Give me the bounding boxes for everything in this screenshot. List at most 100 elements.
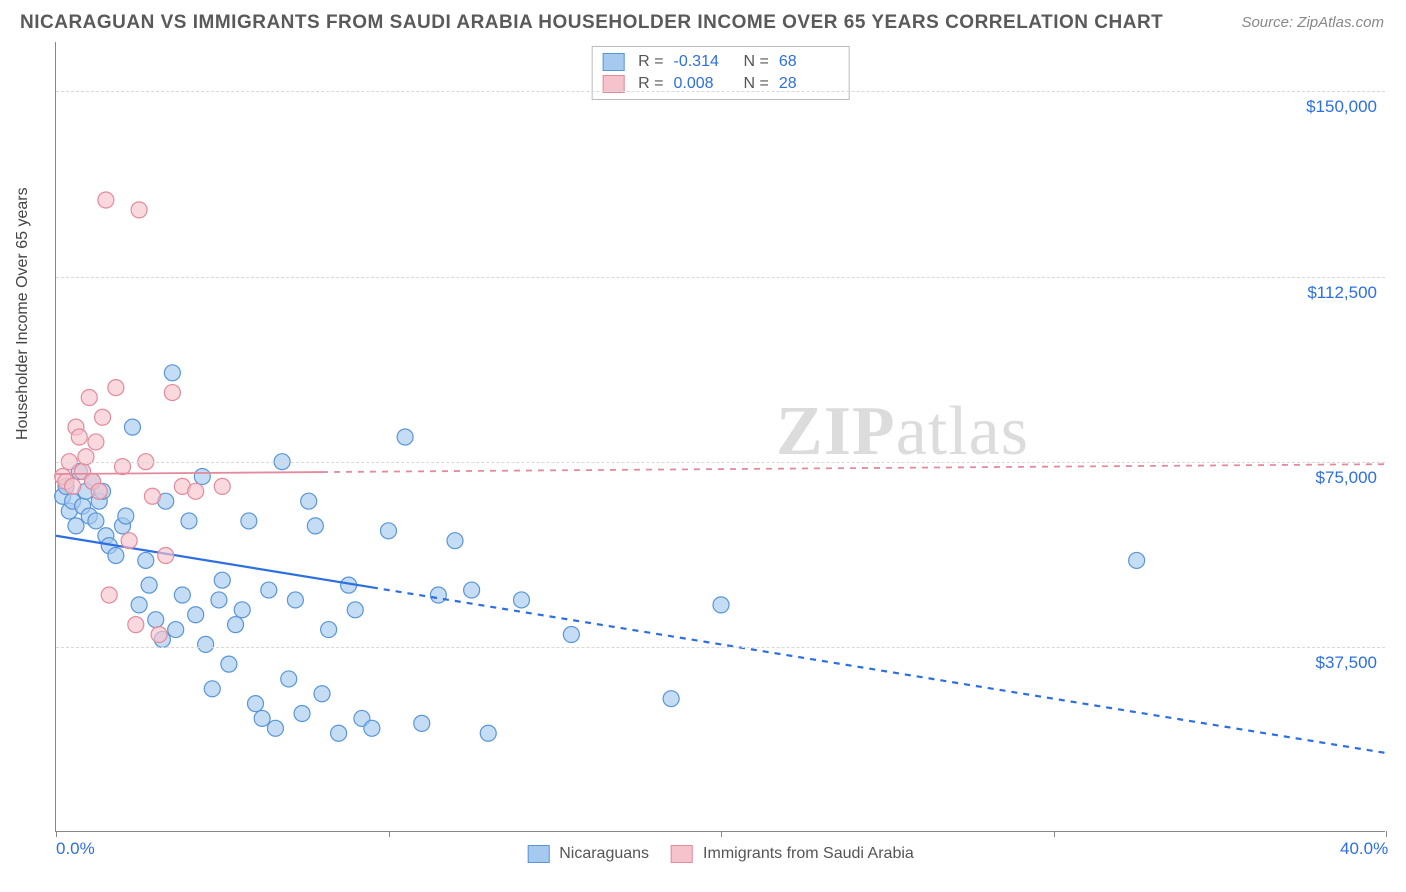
data-point [221, 656, 237, 672]
gridline [56, 462, 1385, 463]
data-point [1129, 552, 1145, 568]
data-point [194, 469, 210, 485]
source-attribution: Source: ZipAtlas.com [1241, 14, 1384, 31]
data-point [321, 622, 337, 638]
data-point [108, 548, 124, 564]
data-point [81, 390, 97, 406]
data-point [234, 602, 250, 618]
x-tick-label: 0.0% [56, 839, 95, 859]
y-tick-label: $112,500 [1307, 283, 1377, 303]
y-axis-label: Householder Income Over 65 years [14, 187, 32, 440]
data-point [287, 592, 303, 608]
data-point [301, 493, 317, 509]
y-tick-label: $75,000 [1316, 468, 1377, 488]
data-point [65, 478, 81, 494]
x-tick-mark [389, 831, 390, 837]
y-tick-label: $37,500 [1316, 653, 1377, 673]
data-point [144, 488, 160, 504]
scatter-svg [56, 42, 1385, 831]
data-point [204, 681, 220, 697]
data-point [141, 577, 157, 593]
legend-r-label: R = [638, 53, 663, 71]
legend-swatch [602, 53, 624, 71]
series-legend-item: Nicaraguans [527, 845, 649, 863]
x-tick-mark [1386, 831, 1387, 837]
data-point [281, 671, 297, 687]
data-point [447, 533, 463, 549]
data-point [397, 429, 413, 445]
data-point [480, 725, 496, 741]
y-tick-label: $150,000 [1306, 97, 1377, 117]
data-point [98, 192, 114, 208]
data-point [138, 552, 154, 568]
data-point [294, 706, 310, 722]
data-point [95, 409, 111, 425]
data-point [71, 429, 87, 445]
data-point [128, 617, 144, 633]
x-tick-mark [1054, 831, 1055, 837]
plot-area: ZIPatlas R =-0.314N =68R =0.008N =28 Nic… [55, 42, 1385, 832]
data-point [68, 518, 84, 534]
data-point [331, 725, 347, 741]
data-point [414, 715, 430, 731]
data-point [121, 533, 137, 549]
series-legend-label: Nicaraguans [559, 845, 649, 863]
data-point [364, 720, 380, 736]
data-point [663, 691, 679, 707]
x-tick-mark [56, 831, 57, 837]
series-legend-item: Immigrants from Saudi Arabia [671, 845, 914, 863]
legend-r-value: 0.008 [674, 75, 734, 93]
data-point [514, 592, 530, 608]
data-point [381, 523, 397, 539]
data-point [188, 607, 204, 623]
data-point [713, 597, 729, 613]
data-point [188, 483, 204, 499]
data-point [181, 513, 197, 529]
series-legend-label: Immigrants from Saudi Arabia [703, 845, 914, 863]
data-point [158, 548, 174, 564]
data-point [214, 478, 230, 494]
data-point [164, 365, 180, 381]
data-point [314, 686, 330, 702]
series-legend: Nicaraguans Immigrants from Saudi Arabia [527, 845, 914, 863]
data-point [88, 513, 104, 529]
data-point [174, 587, 190, 603]
data-point [430, 587, 446, 603]
legend-n-value: 28 [779, 75, 839, 93]
data-point [214, 572, 230, 588]
data-point [563, 627, 579, 643]
data-point [254, 710, 270, 726]
legend-r-value: -0.314 [674, 53, 734, 71]
data-point [164, 385, 180, 401]
data-point [267, 720, 283, 736]
data-point [124, 419, 140, 435]
legend-n-label: N = [744, 53, 769, 71]
gridline [56, 647, 1385, 648]
data-point [211, 592, 227, 608]
data-point [108, 380, 124, 396]
legend-swatch [671, 845, 693, 863]
legend-row: R = -0.314 N = 68 [602, 51, 839, 73]
data-point [91, 483, 107, 499]
data-point [118, 508, 134, 524]
data-point [151, 627, 167, 643]
data-point [101, 587, 117, 603]
legend-n-label: N = [744, 75, 769, 93]
data-point [261, 582, 277, 598]
x-tick-mark [721, 831, 722, 837]
legend-swatch [527, 845, 549, 863]
legend-n-value: 68 [779, 53, 839, 71]
trend-line-dashed [372, 587, 1386, 753]
legend-swatch [602, 75, 624, 93]
data-point [168, 622, 184, 638]
data-point [131, 597, 147, 613]
data-point [307, 518, 323, 534]
trend-line-dashed [322, 464, 1386, 472]
data-point [248, 696, 264, 712]
trend-line-solid [56, 472, 322, 474]
gridline [56, 277, 1385, 278]
data-point [241, 513, 257, 529]
legend-r-label: R = [638, 75, 663, 93]
data-point [198, 636, 214, 652]
gridline [56, 91, 1385, 92]
